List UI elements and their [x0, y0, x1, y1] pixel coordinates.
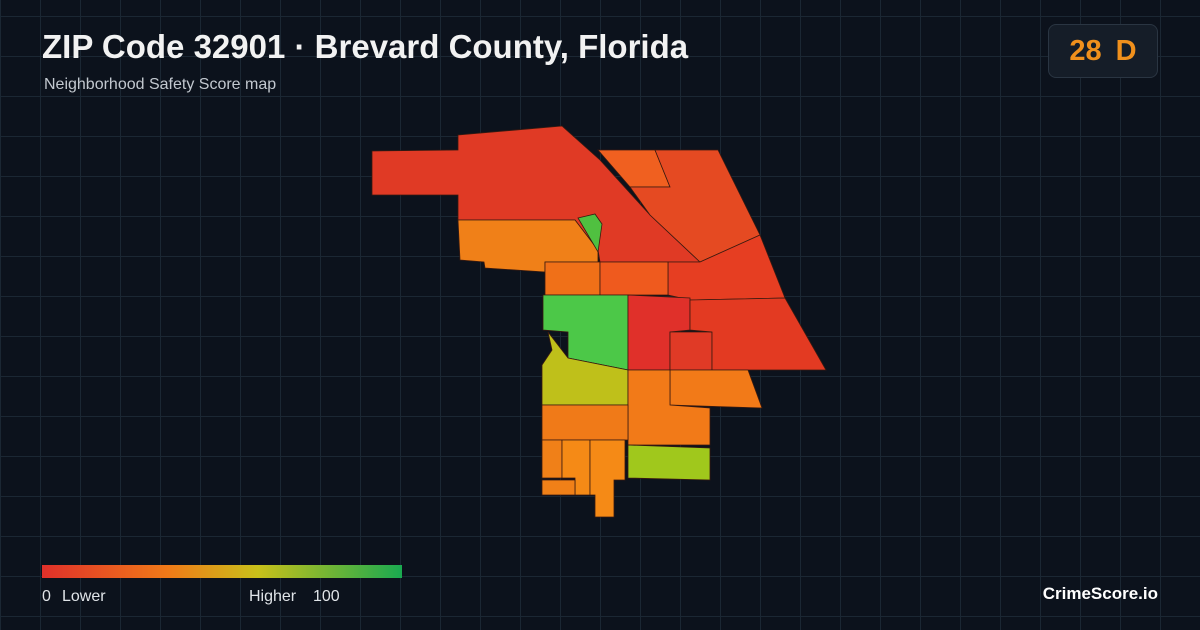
region: [629, 149, 761, 263]
region: [541, 404, 629, 441]
subtitle: Neighborhood Safety Score map: [44, 76, 277, 93]
legend-min: 0: [42, 588, 51, 605]
score-value: 28: [1069, 34, 1102, 67]
score-grade: D: [1115, 34, 1137, 67]
region: [669, 369, 763, 409]
legend-max: 100: [313, 588, 340, 605]
legend-gradient: [42, 565, 402, 578]
region: [627, 444, 711, 481]
region: [544, 261, 601, 296]
region: [589, 439, 626, 518]
region: [669, 331, 713, 371]
legend-min-label: Lower: [62, 588, 106, 605]
region: [599, 261, 669, 296]
title: ZIP Code 32901 · Brevard County, Florida: [42, 28, 689, 65]
brand: CrimeScore.io: [1042, 584, 1158, 603]
region: [541, 439, 563, 479]
region: [577, 213, 603, 254]
legend-max-label: Higher: [249, 588, 297, 605]
region: [541, 479, 576, 496]
score-badge: 28 D: [1048, 24, 1158, 78]
